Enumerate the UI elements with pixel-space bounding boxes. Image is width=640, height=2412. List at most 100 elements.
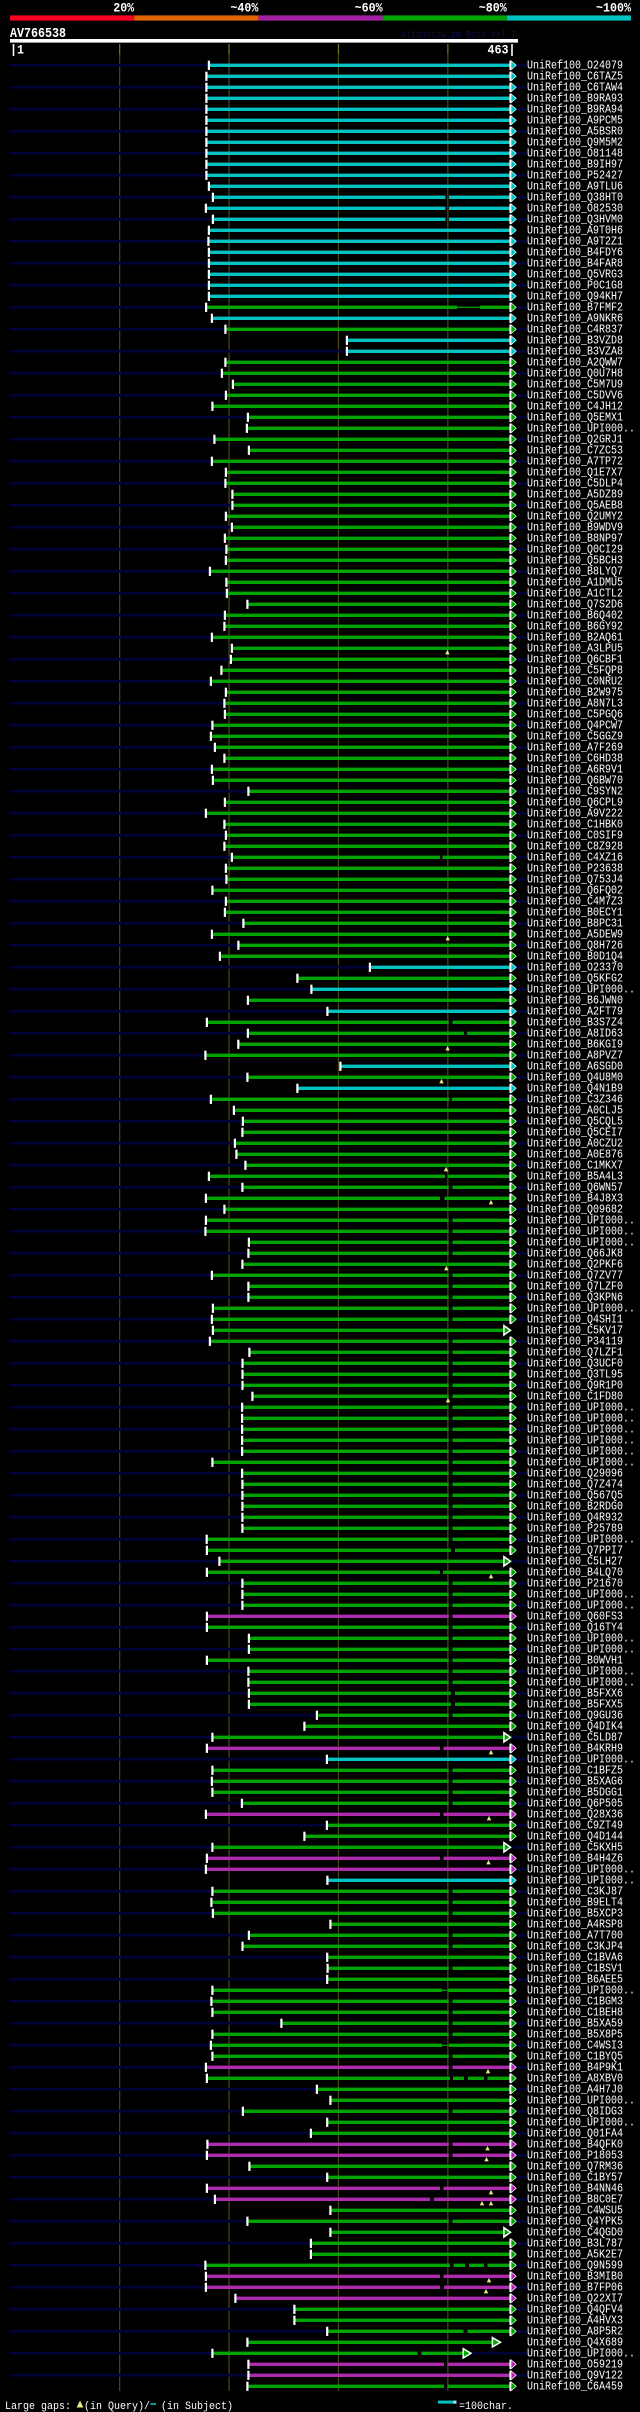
- svg-text:UniRef100_B2AQ61: UniRef100_B2AQ61: [527, 632, 623, 645]
- svg-text:UniRef100_C1BVA6: UniRef100_C1BVA6: [527, 1952, 623, 1965]
- svg-text:UniRef100_UPI000..: UniRef100_UPI000..: [527, 984, 635, 997]
- svg-text:UniRef100_B2RDG0: UniRef100_B2RDG0: [527, 1501, 623, 1514]
- svg-text:UniRef100_Q4X689: UniRef100_Q4X689: [527, 2337, 623, 2350]
- svg-text:UniRef100_A8XBV0: UniRef100_A8XBV0: [527, 2073, 623, 2086]
- svg-text:UniRef100_B8C0E7: UniRef100_B8C0E7: [527, 2194, 623, 2207]
- svg-text:~40%: ~40%: [230, 0, 258, 15]
- svg-text:UniRef100_Q5AEB8: UniRef100_Q5AEB8: [527, 500, 623, 513]
- svg-text:UniRef100_B9RA93: UniRef100_B9RA93: [527, 93, 623, 106]
- svg-text:UniRef100_C0NRU2: UniRef100_C0NRU2: [527, 676, 623, 689]
- svg-text:UniRef100_Q4DIK4: UniRef100_Q4DIK4: [527, 1721, 623, 1734]
- svg-text:UniRef100_C0SIF9: UniRef100_C0SIF9: [527, 830, 623, 843]
- svg-text:UniRef100_A4RSP8: UniRef100_A4RSP8: [527, 1919, 623, 1932]
- svg-text:UniRef100_UPI000..: UniRef100_UPI000..: [527, 1875, 635, 1888]
- svg-text:UniRef100_A9NKR6: UniRef100_A9NKR6: [527, 313, 623, 326]
- svg-text:UniRef100_Q9M5M2: UniRef100_Q9M5M2: [527, 137, 623, 150]
- svg-text:UniRef100_O81148: UniRef100_O81148: [527, 148, 623, 161]
- svg-text:UniRef100_UPI000..: UniRef100_UPI000..: [527, 1985, 635, 1998]
- svg-text:UniRef100_Q60FS3: UniRef100_Q60FS3: [527, 1611, 623, 1624]
- svg-text:UniRef100_C9SYN2: UniRef100_C9SYN2: [527, 786, 623, 799]
- svg-text:UniRef100_Q09682: UniRef100_Q09682: [527, 1204, 623, 1217]
- svg-text:UniRef100_UPI000..: UniRef100_UPI000..: [527, 1446, 635, 1459]
- svg-text:UniRef100_C7ZC53: UniRef100_C7ZC53: [527, 445, 623, 458]
- svg-text:UniRef100_C5KV17: UniRef100_C5KV17: [527, 1325, 623, 1338]
- svg-text:UniRef100_B4NN46: UniRef100_B4NN46: [527, 2183, 623, 2196]
- svg-text:UniRef100_A0CZU2: UniRef100_A0CZU2: [527, 1138, 623, 1151]
- svg-text:UniRef100_Q753J4: UniRef100_Q753J4: [527, 874, 623, 887]
- svg-text:UniRef100_A5K2E7: UniRef100_A5K2E7: [527, 2249, 623, 2262]
- svg-text:UniRef100_B3L787: UniRef100_B3L787: [527, 2238, 623, 2251]
- svg-text:UniRef100_P21670: UniRef100_P21670: [527, 1578, 623, 1591]
- svg-text:AlignView.pm Beta rel.7: AlignView.pm Beta rel.7: [401, 30, 516, 42]
- svg-text:UniRef100_A9T2Z1: UniRef100_A9T2Z1: [527, 236, 623, 249]
- svg-text:UniRef100_B6Q402: UniRef100_B6Q402: [527, 610, 623, 623]
- svg-text:UniRef100_C6TAW4: UniRef100_C6TAW4: [527, 82, 623, 95]
- svg-text:UniRef100_Q01FA4: UniRef100_Q01FA4: [527, 2128, 623, 2141]
- svg-text:UniRef100_UPI000..: UniRef100_UPI000..: [527, 2095, 635, 2108]
- svg-text:UniRef100_B3S7Z4: UniRef100_B3S7Z4: [527, 1017, 623, 1030]
- svg-text:UniRef100_C1FD80: UniRef100_C1FD80: [527, 1391, 623, 1404]
- svg-text:UniRef100_C5DLP4: UniRef100_C5DLP4: [527, 478, 623, 491]
- svg-text:UniRef100_Q4U8M0: UniRef100_Q4U8M0: [527, 1072, 623, 1085]
- svg-text:UniRef100_C6HD38: UniRef100_C6HD38: [527, 753, 623, 766]
- svg-text:UniRef100_Q567Q5: UniRef100_Q567Q5: [527, 1490, 623, 1503]
- svg-text:UniRef100_C1BY57: UniRef100_C1BY57: [527, 2172, 623, 2185]
- svg-text:UniRef100_B3VZA8: UniRef100_B3VZA8: [527, 346, 623, 359]
- svg-text:UniRef100_UPI000..: UniRef100_UPI000..: [527, 2117, 635, 2130]
- svg-text:UniRef100_Q6FQ02: UniRef100_Q6FQ02: [527, 885, 623, 898]
- svg-text:~60%: ~60%: [355, 0, 383, 15]
- svg-text:UniRef100_A5BSR0: UniRef100_A5BSR0: [527, 126, 623, 139]
- svg-text:UniRef100_C1BYQ5: UniRef100_C1BYQ5: [527, 2051, 623, 2064]
- svg-text:UniRef100_Q9N599: UniRef100_Q9N599: [527, 2260, 623, 2273]
- svg-text:UniRef100_Q7LZF0: UniRef100_Q7LZF0: [527, 1281, 623, 1294]
- svg-text:UniRef100_Q3HVM0: UniRef100_Q3HVM0: [527, 214, 623, 227]
- svg-text:UniRef100_A8PVZ7: UniRef100_A8PVZ7: [527, 1050, 623, 1063]
- svg-text:UniRef100_Q4N1B9: UniRef100_Q4N1B9: [527, 1083, 623, 1096]
- svg-text:UniRef100_Q16TY4: UniRef100_Q16TY4: [527, 1622, 623, 1635]
- svg-text:UniRef100_UPI000..: UniRef100_UPI000..: [527, 1226, 635, 1239]
- svg-text:UniRef100_B5X8P5: UniRef100_B5X8P5: [527, 2029, 623, 2042]
- svg-text:UniRef100_Q94KH7: UniRef100_Q94KH7: [527, 291, 623, 304]
- svg-text:UniRef100_Q4PCW7: UniRef100_Q4PCW7: [527, 720, 623, 733]
- svg-text:UniRef100_Q7LZF1: UniRef100_Q7LZF1: [527, 1347, 623, 1360]
- svg-text:UniRef100_UPI000..: UniRef100_UPI000..: [527, 1215, 635, 1228]
- svg-text:UniRef100_C4WSI3: UniRef100_C4WSI3: [527, 2040, 623, 2053]
- svg-text:UniRef100_A2FT79: UniRef100_A2FT79: [527, 1006, 623, 1019]
- svg-text:UniRef100_C1HBK0: UniRef100_C1HBK0: [527, 819, 623, 832]
- svg-text:UniRef100_UPI000..: UniRef100_UPI000..: [527, 2348, 635, 2361]
- svg-text:UniRef100_C9ZT49: UniRef100_C9ZT49: [527, 1820, 623, 1833]
- svg-text:UniRef100_Q5CQL5: UniRef100_Q5CQL5: [527, 1116, 623, 1129]
- svg-text:UniRef100_Q8IDG3: UniRef100_Q8IDG3: [527, 2106, 623, 2119]
- svg-text:UniRef100_B5A4L3: UniRef100_B5A4L3: [527, 1171, 623, 1184]
- svg-text:UniRef100_A9T0H6: UniRef100_A9T0H6: [527, 225, 623, 238]
- svg-text:UniRef100_B4FDY6: UniRef100_B4FDY6: [527, 247, 623, 260]
- svg-text:UniRef100_C4XZ16: UniRef100_C4XZ16: [527, 852, 623, 865]
- svg-text:UniRef100_B9ELT4: UniRef100_B9ELT4: [527, 1897, 623, 1910]
- svg-text:UniRef100_A9V222: UniRef100_A9V222: [527, 808, 623, 821]
- svg-text:=100char.: =100char.: [459, 2401, 513, 2412]
- svg-text:UniRef100_P18053: UniRef100_P18053: [527, 2150, 623, 2163]
- svg-text:UniRef100_B9RA94: UniRef100_B9RA94: [527, 104, 623, 117]
- svg-text:UniRef100_C6TAZ5: UniRef100_C6TAZ5: [527, 71, 623, 84]
- svg-text:UniRef100_B0D1Q4: UniRef100_B0D1Q4: [527, 951, 623, 964]
- svg-text:UniRef100_Q0CI29: UniRef100_Q0CI29: [527, 544, 623, 557]
- svg-text:UniRef100_C1BSV1: UniRef100_C1BSV1: [527, 1963, 623, 1976]
- svg-text:UniRef100_Q7Z474: UniRef100_Q7Z474: [527, 1479, 623, 1492]
- svg-text:UniRef100_C4M7Z3: UniRef100_C4M7Z3: [527, 896, 623, 909]
- svg-text:(in Subject): (in Subject): [161, 2401, 233, 2412]
- svg-text:UniRef100_C4JH12: UniRef100_C4JH12: [527, 401, 623, 414]
- svg-text:UniRef100_B5FXX5: UniRef100_B5FXX5: [527, 1699, 623, 1712]
- svg-text:UniRef100_UPI000..: UniRef100_UPI000..: [527, 1864, 635, 1877]
- svg-text:UniRef100_Q9R1P0: UniRef100_Q9R1P0: [527, 1380, 623, 1393]
- svg-text:UniRef100_Q4SHI1: UniRef100_Q4SHI1: [527, 1314, 623, 1327]
- svg-text:UniRef100_P23638: UniRef100_P23638: [527, 863, 623, 876]
- svg-text:UniRef100_UPI000..: UniRef100_UPI000..: [527, 1589, 635, 1602]
- svg-text:UniRef100_P52427: UniRef100_P52427: [527, 170, 623, 183]
- svg-text:UniRef100_A4HVX3: UniRef100_A4HVX3: [527, 2315, 623, 2328]
- svg-text:~100%: ~100%: [596, 0, 631, 15]
- svg-text:UniRef100_C1BGM3: UniRef100_C1BGM3: [527, 1996, 623, 2009]
- svg-text:UniRef100_UPI000..: UniRef100_UPI000..: [527, 1633, 635, 1646]
- svg-text:UniRef100_B6GY92: UniRef100_B6GY92: [527, 621, 623, 634]
- svg-text:UniRef100_C5M7U9: UniRef100_C5M7U9: [527, 379, 623, 392]
- svg-text:UniRef100_C3KJ87: UniRef100_C3KJ87: [527, 1886, 623, 1899]
